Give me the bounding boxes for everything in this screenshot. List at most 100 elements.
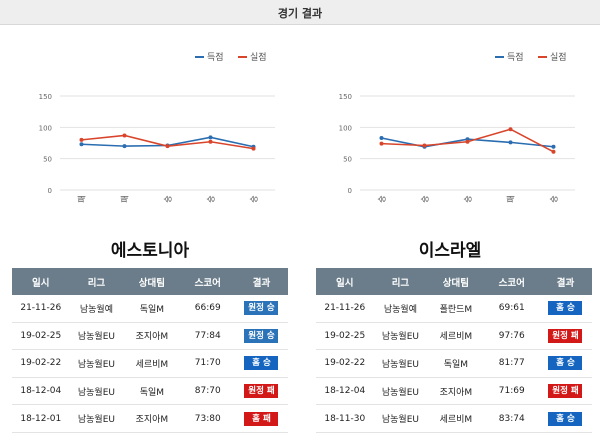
date-cell: 18-12-04 bbox=[316, 377, 374, 406]
score-cell: 66:69 bbox=[180, 295, 235, 323]
score-cell: 73:80 bbox=[180, 404, 235, 433]
table-row: 19-02-22 남농월EU 세르비M 71:70 홈 승 bbox=[12, 349, 288, 378]
league-cell: 남농월EU bbox=[69, 349, 124, 378]
result-badge: 원정 승 bbox=[244, 328, 279, 343]
x-tick-label: 승 bbox=[207, 195, 216, 202]
table-row: 21-11-26 남농월예 폴란드M 69:61 홈 승 bbox=[316, 295, 592, 323]
y-tick-label: 0 bbox=[348, 187, 352, 195]
date-cell: 19-02-25 bbox=[12, 322, 70, 351]
results-table-israel: 일시 리그 상대팀 스코어 결과 21-11-26 남농월예 폴란드M 69:61 홈 승 19-0… bbox=[316, 268, 592, 433]
x-tick-label: 승 bbox=[250, 195, 259, 202]
column-header: 스코어 bbox=[180, 268, 235, 295]
opponent-cell: 세르비M bbox=[427, 322, 485, 351]
data-point bbox=[379, 141, 384, 146]
column-header: 스코어 bbox=[484, 268, 539, 295]
table-header-row: 일시 리그 상대팀 스코어 결과 bbox=[316, 268, 592, 295]
table-row: 19-02-25 남농월EU 조지아M 77:84 원정 승 bbox=[12, 322, 288, 351]
line-chart-estonia: 득점 실점 0 50 100 150 패 패 승 승 승 bbox=[39, 51, 275, 203]
table-row: 19-02-22 남농월EU 독일M 81:77 홈 승 bbox=[316, 349, 592, 378]
y-tick-label: 100 bbox=[339, 124, 352, 132]
data-point bbox=[379, 135, 384, 140]
table-row: 18-12-04 남농월EU 조지아M 71:69 원정 패 bbox=[316, 377, 592, 406]
result-badge: 홈 패 bbox=[244, 411, 279, 426]
column-header: 리그 bbox=[69, 268, 124, 295]
column-header: 일시 bbox=[12, 268, 70, 295]
legend-label: 실점 bbox=[550, 51, 567, 63]
score-cell: 83:74 bbox=[484, 404, 539, 433]
league-cell: 남농월EU bbox=[373, 349, 428, 378]
line-chart-israel: 득점 실점 0 50 100 150 승 승 승 패 승 bbox=[339, 51, 575, 203]
data-point bbox=[165, 144, 170, 149]
data-point bbox=[422, 143, 427, 148]
score-cell: 69:61 bbox=[484, 295, 539, 323]
score-cell: 71:70 bbox=[180, 349, 235, 378]
column-header: 결과 bbox=[234, 268, 288, 295]
score-cell: 71:69 bbox=[484, 377, 539, 406]
chart-left: 득점 실점 0 50 100 150 패 패 승 승 승 bbox=[5, 40, 295, 220]
team-name-home: 에스토니아 bbox=[110, 241, 190, 261]
data-point bbox=[208, 135, 213, 140]
legend-label: 실점 bbox=[250, 51, 267, 63]
data-point bbox=[122, 144, 127, 149]
y-tick-label: 50 bbox=[343, 156, 352, 164]
league-cell: 남농월EU bbox=[69, 404, 124, 433]
legend-label: 득점 bbox=[207, 51, 224, 63]
table-row: 18-12-04 남농월EU 독일M 87:70 원정 패 bbox=[12, 377, 288, 406]
results-table-estonia: 일시 리그 상대팀 스코어 결과 21-11-26 남농월예 독일M 66:69 원정 승 19-0… bbox=[12, 268, 288, 433]
league-cell: 남농월예 bbox=[69, 295, 124, 323]
result-badge: 홈 승 bbox=[548, 301, 583, 316]
result-badge: 홈 승 bbox=[548, 356, 583, 371]
date-cell: 18-11-30 bbox=[316, 404, 374, 433]
y-tick-label: 150 bbox=[39, 93, 52, 101]
table-header-row: 일시 리그 상대팀 스코어 결과 bbox=[12, 268, 288, 295]
result-cell: 원정 패 bbox=[234, 377, 288, 406]
x-tick-label: 승 bbox=[164, 195, 173, 202]
x-tick-label: 패 bbox=[120, 195, 130, 202]
result-cell: 홈 승 bbox=[538, 295, 592, 323]
date-cell: 21-11-26 bbox=[316, 295, 374, 323]
league-cell: 남농월EU bbox=[373, 322, 428, 351]
y-tick-label: 0 bbox=[48, 187, 52, 195]
result-badge: 홈 승 bbox=[244, 356, 279, 371]
x-tick-label: 승 bbox=[421, 195, 430, 202]
y-tick-label: 150 bbox=[339, 93, 352, 101]
league-cell: 남농월EU bbox=[69, 377, 124, 406]
score-cell: 87:70 bbox=[180, 377, 235, 406]
table-row: 21-11-26 남농월예 독일M 66:69 원정 승 bbox=[12, 295, 288, 323]
data-point bbox=[79, 137, 84, 142]
column-header: 상대팀 bbox=[123, 268, 181, 295]
data-point bbox=[208, 139, 213, 144]
result-cell: 원정 패 bbox=[538, 322, 592, 351]
result-badge: 원정 패 bbox=[548, 384, 583, 399]
opponent-cell: 폴란드M bbox=[427, 295, 485, 323]
score-cell: 77:84 bbox=[180, 322, 235, 351]
result-cell: 홈 승 bbox=[538, 349, 592, 378]
x-tick-label: 승 bbox=[378, 195, 387, 202]
result-cell: 원정 패 bbox=[538, 377, 592, 406]
opponent-cell: 세르비M bbox=[427, 404, 485, 433]
opponent-cell: 조지아M bbox=[427, 377, 485, 406]
opponent-cell: 조지아M bbox=[123, 404, 181, 433]
y-tick-label: 50 bbox=[43, 156, 52, 164]
opponent-cell: 세르비M bbox=[123, 349, 181, 378]
opponent-cell: 독일M bbox=[123, 295, 181, 323]
team-name-away: 이스라엘 bbox=[418, 241, 482, 261]
result-cell: 원정 승 bbox=[234, 322, 288, 351]
chart-right: 득점 실점 0 50 100 150 승 승 승 패 승 bbox=[305, 40, 595, 220]
league-cell: 남농월EU bbox=[69, 322, 124, 351]
result-badge: 원정 승 bbox=[244, 301, 279, 316]
column-header: 결과 bbox=[538, 268, 592, 295]
result-badge: 원정 패 bbox=[244, 384, 279, 399]
result-cell: 원정 승 bbox=[234, 295, 288, 323]
score-cell: 81:77 bbox=[484, 349, 539, 378]
y-tick-label: 100 bbox=[39, 124, 52, 132]
date-cell: 18-12-01 bbox=[12, 404, 70, 433]
data-point bbox=[551, 144, 556, 149]
table-row: 18-12-01 남농월EU 조지아M 73:80 홈 패 bbox=[12, 404, 288, 433]
page-title: 경기 결과 bbox=[277, 7, 323, 20]
data-point bbox=[79, 142, 84, 147]
date-cell: 18-12-04 bbox=[12, 377, 70, 406]
column-header: 상대팀 bbox=[427, 268, 485, 295]
opponent-cell: 독일M bbox=[123, 377, 181, 406]
date-cell: 21-11-26 bbox=[12, 295, 70, 323]
